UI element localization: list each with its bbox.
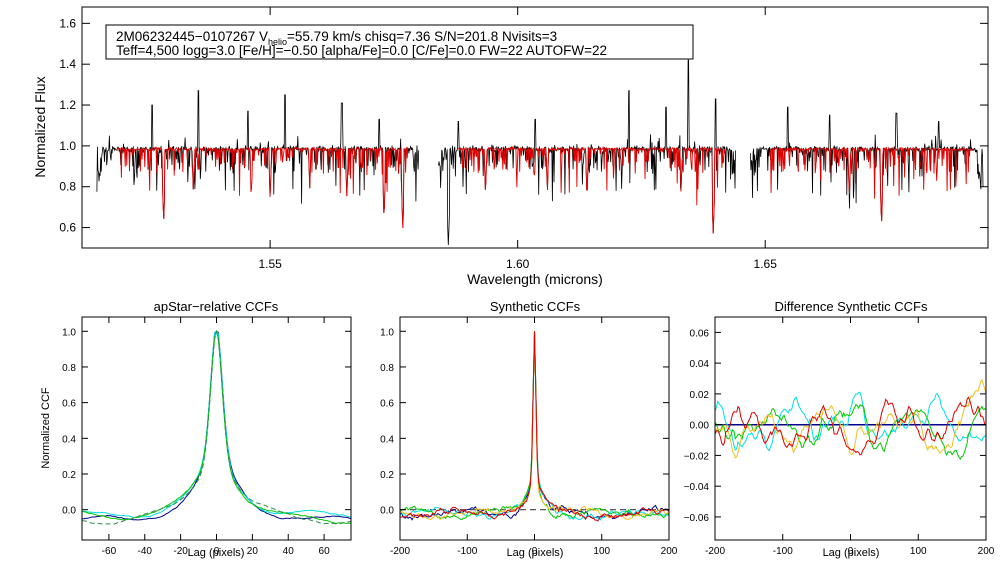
apstar-ccf-y-tick-label: 0.0 — [62, 506, 76, 517]
difference-ccf-y-tick-label: 0.02 — [690, 390, 710, 401]
apstar-ccf-x-tick-label: 20 — [247, 546, 259, 557]
spectrum-y-tick-label: 0.8 — [59, 180, 76, 194]
synthetic-ccf-x-tick-label: 200 — [661, 546, 678, 557]
apstar-ccf-y-tick-label: 0.8 — [62, 363, 76, 374]
synthetic-ccf-y-tick-label: 0.4 — [380, 434, 394, 445]
spectrum-y-tick-label: 1.0 — [59, 139, 76, 153]
synthetic-ccf-series-combined — [399, 331, 670, 521]
difference-ccf-y-tick-label: 0.04 — [690, 359, 710, 370]
apstar-ccf-series-combined — [81, 331, 352, 525]
synthetic-ccf-series-visit-2 — [399, 331, 670, 521]
spectrum-observed-chip-3 — [750, 106, 984, 222]
difference-ccf-plot-frame — [714, 316, 987, 541]
difference-ccf-y-tick-label: 0.00 — [690, 421, 710, 432]
synthetic-ccf-y-tick-label: 1.0 — [380, 327, 394, 338]
difference-ccf-panel: Difference Synthetic CCFs -200 -100 0 100 20… — [684, 299, 995, 559]
difference-ccf-series-visit-1 — [714, 391, 987, 452]
spectrum-x-tick-label: 1.65 — [754, 257, 778, 271]
difference-ccf-x-tick-label: 0 — [848, 546, 854, 557]
synthetic-ccf-y-tick-label: 0.8 — [380, 363, 394, 374]
spectrum-x-tick-label: 1.60 — [506, 257, 530, 271]
apstar-ccf-plot-frame — [81, 316, 352, 541]
difference-ccf-title: Difference Synthetic CCFs — [775, 299, 928, 314]
synthetic-ccf-x-axis-label: Lag (pixels) — [507, 547, 564, 559]
velocity-chisq-sn-nvisits: =55.79 km/s chisq=7.36 S/N=201.8 Nvisits… — [287, 29, 557, 44]
spectrum-model-chip-3 — [770, 146, 973, 222]
synthetic-ccf-y-tick-label: 0.0 — [380, 506, 394, 517]
synthetic-ccf-x-tick-label: -200 — [390, 546, 410, 557]
difference-ccf-y-tick-label: 0.06 — [690, 328, 710, 339]
apstar-ccf-x-tick-label: -40 — [138, 546, 153, 557]
difference-ccf-x-tick-label: 100 — [910, 546, 927, 557]
synthetic-ccf-x-tick-label: 0 — [532, 546, 538, 557]
apstar-ccf-y-tick-label: 1.0 — [62, 327, 76, 338]
apstar-ccf-series-visit-1 — [81, 330, 352, 521]
spectrum-info-line-2: Teff=4,500 logg=3.0 [Fe/H]=−0.50 [alpha/… — [116, 43, 607, 58]
difference-ccf-x-tick-label: -200 — [705, 546, 725, 557]
apstar-ccf-y-tick-label: 0.2 — [62, 470, 76, 481]
synthetic-ccf-y-tick-label: 0.2 — [380, 470, 394, 481]
difference-ccf-y-tick-label: −0.02 — [684, 451, 710, 462]
synthetic-ccf-y-tick-label: 0.6 — [380, 399, 394, 410]
velocity-subscript: helio — [268, 37, 287, 47]
spectrum-info-box — [105, 24, 694, 60]
difference-ccf-x-tick-label: -100 — [773, 546, 793, 557]
difference-ccf-x-tick-label: 200 — [978, 546, 995, 557]
apstar-ccf-x-tick-label: 60 — [319, 546, 331, 557]
spectrum-y-axis-label: Normalized Flux — [32, 76, 48, 177]
apstar-ccf-x-tick-label: -20 — [173, 546, 188, 557]
spectrum-model-chip-1 — [116, 146, 409, 228]
synthetic-ccf-panel: Synthetic CCFs -200 -100 0 100 200 0.0 0.2 0.4 0… — [380, 299, 678, 559]
spectrum-y-tick-label: 0.6 — [59, 221, 76, 235]
difference-ccf-series-visit-4 — [714, 396, 987, 456]
synthetic-ccf-title: Synthetic CCFs — [490, 299, 581, 314]
difference-ccf-series-visit-2 — [714, 403, 987, 460]
spectrum-plot-frame — [81, 6, 989, 249]
synthetic-ccf-series-visit-1 — [399, 331, 670, 521]
difference-ccf-y-tick-label: −0.04 — [684, 482, 710, 493]
spectrum-info-line-1: 2M06232445−0107267 Vhelio=55.79 km/s chi… — [116, 29, 557, 47]
apstar-ccf-x-axis-label: Lag (pixels) — [188, 547, 245, 559]
spectrum-model-chip-2 — [458, 145, 726, 234]
synthetic-ccf-series-visit-3 — [399, 331, 670, 521]
difference-ccf-y-tick-label: −0.06 — [684, 513, 710, 524]
synthetic-ccf-series-visit-4 — [399, 331, 670, 522]
spectrum-panel: 1.55 1.60 1.65 0.6 0.8 1.0 1.2 1.4 1.6 Wavelengt… — [32, 6, 989, 287]
apstar-ccf-x-tick-label: -60 — [102, 546, 117, 557]
apstar-ccf-y-tick-label: 0.6 — [62, 399, 76, 410]
difference-ccf-series-visit-3 — [714, 378, 987, 459]
apstar-ccf-title: apStar−relative CCFs — [154, 299, 279, 314]
spectrum-x-axis-label: Wavelength (microns) — [467, 271, 603, 287]
apstar-ccf-series-visit-2 — [81, 330, 352, 519]
spectrum-x-tick-label: 1.55 — [258, 257, 282, 271]
spectrum-y-tick-label: 1.2 — [59, 98, 76, 112]
synthetic-ccf-x-tick-label: -100 — [457, 546, 477, 557]
apstar-ccf-panel: apStar−relative CCFs -60 -40 -20 0 20 40 60 0.0… — [40, 299, 352, 559]
apstar-ccf-x-tick-label: 40 — [283, 546, 295, 557]
apstar-ccf-y-tick-label: 0.4 — [62, 434, 76, 445]
star-id-and-velocity-label: 2M06232445−0107267 V — [116, 29, 268, 44]
spectrum-y-tick-label: 1.4 — [59, 57, 76, 71]
synthetic-ccf-x-tick-label: 100 — [593, 546, 610, 557]
difference-ccf-x-axis-label: Lag (pixels) — [823, 547, 880, 559]
apstar-ccf-y-axis-label: Normalized CCF — [40, 387, 52, 469]
apstar-ccf-x-tick-label: 0 — [214, 546, 220, 557]
spectrum-y-tick-label: 1.6 — [59, 16, 76, 30]
apstar-ccf-series-visit-3 — [81, 329, 352, 524]
